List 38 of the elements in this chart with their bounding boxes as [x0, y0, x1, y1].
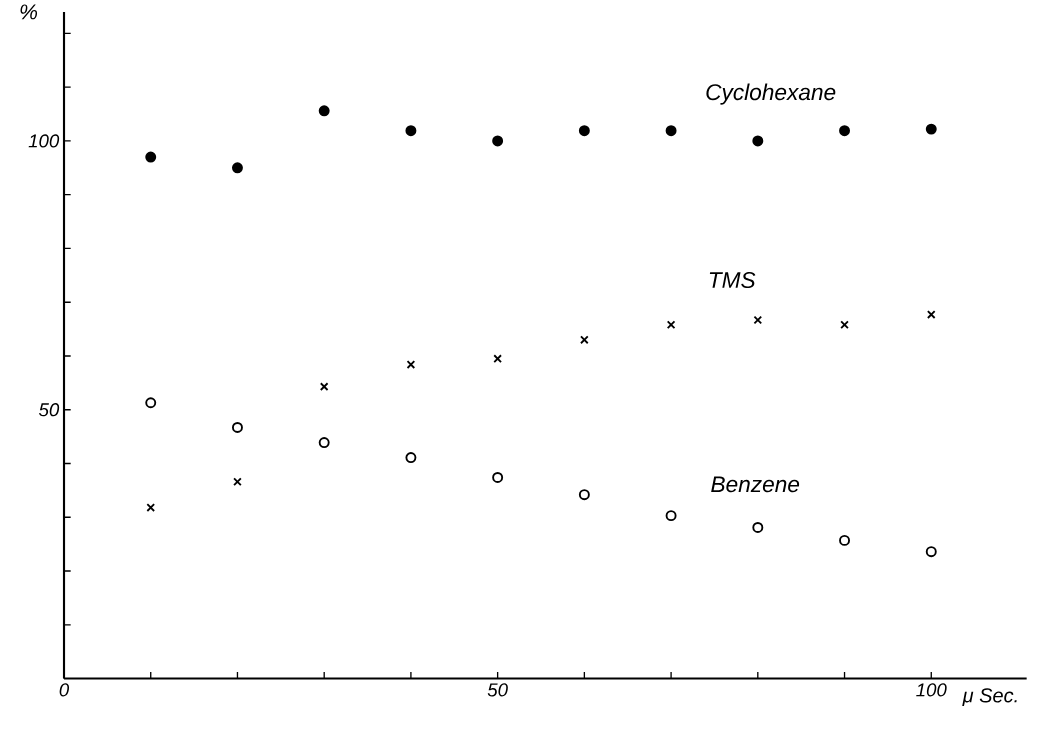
point — [580, 335, 589, 345]
point — [925, 546, 937, 558]
point — [233, 477, 242, 487]
point — [493, 354, 502, 363]
point — [666, 320, 676, 330]
point — [405, 125, 417, 137]
point — [753, 315, 763, 325]
point — [839, 534, 851, 546]
point — [578, 489, 590, 501]
point — [925, 123, 937, 135]
point — [406, 360, 416, 369]
point — [319, 382, 329, 391]
point — [752, 521, 764, 533]
point — [665, 125, 677, 137]
point — [839, 125, 851, 137]
point — [318, 105, 330, 117]
point — [318, 436, 330, 448]
point — [405, 452, 417, 463]
x-tick-label: 100 — [916, 683, 947, 697]
series-label: Benzene — [711, 476, 800, 493]
point — [492, 135, 504, 147]
point — [492, 471, 504, 483]
point — [146, 503, 156, 512]
point — [145, 397, 157, 409]
point — [145, 151, 157, 163]
point — [752, 135, 764, 147]
point — [231, 421, 243, 433]
point — [926, 310, 936, 319]
point — [840, 320, 849, 330]
point — [578, 125, 590, 137]
x-tick-label: 0 — [59, 683, 70, 697]
series-label: Cyclohexane — [706, 83, 836, 105]
point — [665, 510, 677, 522]
x-tick-label: 50 — [487, 683, 508, 697]
series-label: TMS — [709, 271, 756, 288]
x-axis-title: μ Sec. — [962, 688, 1017, 706]
y-axis-title: % — [20, 4, 38, 20]
point — [231, 162, 243, 174]
